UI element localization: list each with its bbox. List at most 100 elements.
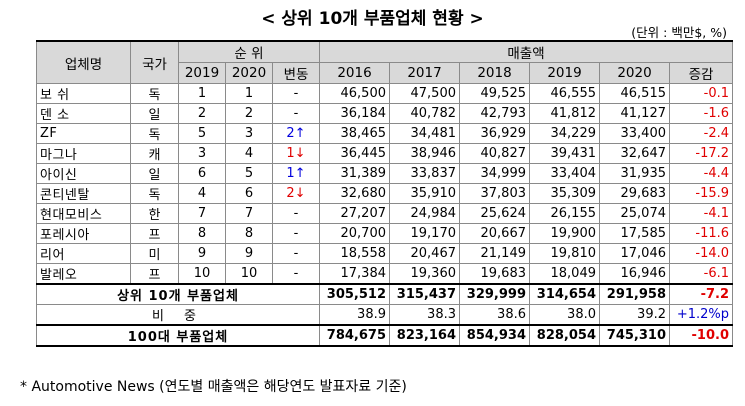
sales-2017-cell: 40,782 bbox=[389, 103, 460, 124]
country-cell: 미 bbox=[130, 243, 179, 264]
top100-sales-2017: 823,164 bbox=[389, 324, 460, 347]
movement-cell: 1↑ bbox=[272, 163, 320, 184]
sales-2016-cell: 31,389 bbox=[319, 163, 390, 184]
company-name-cell: 보 쉬 bbox=[36, 83, 131, 104]
company-name-cell: 포레시아 bbox=[36, 223, 131, 244]
sales-2017-cell: 19,360 bbox=[389, 263, 460, 285]
sales-2017-cell: 38,946 bbox=[389, 143, 460, 164]
table-row: 발레오 프 10 10-17,384 19,360 19,683 18,049 16,946-… bbox=[36, 263, 734, 285]
footnote: * Automotive News (연도별 매출액은 해당연도 발표자료 기준… bbox=[20, 379, 407, 395]
top10-sales-2018: 329,999 bbox=[459, 283, 530, 305]
country-cell: 일 bbox=[130, 163, 179, 184]
sales-2020-cell: 16,946 bbox=[599, 263, 670, 285]
change-cell: -11.6 bbox=[668, 223, 734, 244]
movement-cell: - bbox=[272, 243, 320, 264]
change-cell: -1.6 bbox=[668, 103, 734, 124]
movement-cell: - bbox=[272, 223, 320, 244]
movement-cell: - bbox=[272, 103, 320, 124]
table-row: 덴 소 일 2 2-36,184 40,782 42,793 41,812 41,127 -1.… bbox=[36, 103, 734, 124]
sales-2019-cell: 46,555 bbox=[529, 83, 600, 104]
rank-2020-cell: 7 bbox=[225, 203, 273, 224]
change-cell: -15.9 bbox=[668, 183, 734, 204]
top100-sales-2018: 854,934 bbox=[459, 324, 530, 347]
sales-2020-cell: 17,046 bbox=[599, 243, 670, 264]
top100-sales-2016: 784,675 bbox=[319, 324, 390, 347]
sales-2019-cell: 33,404 bbox=[529, 163, 600, 184]
sales-2018-cell: 37,803 bbox=[459, 183, 530, 204]
header-sales-2018: 2018 bbox=[459, 62, 530, 84]
header-sales-2019: 2019 bbox=[529, 62, 600, 84]
change-cell: -4.1 bbox=[668, 203, 734, 224]
top10-sales-2017: 315,437 bbox=[389, 283, 460, 305]
company-name-cell: ZF bbox=[36, 123, 131, 144]
sales-2018-cell: 34,999 bbox=[459, 163, 530, 184]
rank-2020-cell: 8 bbox=[225, 223, 273, 244]
header-row-1: 업체명 국가 순 위 매출액 bbox=[36, 40, 734, 84]
sales-2017-cell: 35,910 bbox=[389, 183, 460, 204]
sales-2019-cell: 35,309 bbox=[529, 183, 600, 204]
rank-2019-cell: 7 bbox=[178, 203, 226, 224]
sales-2018-cell: 21,149 bbox=[459, 243, 530, 264]
parts-supplier-table: 업체명 국가 순 위 매출액 2019 2020 변동 2016 2017 20… bbox=[36, 40, 734, 347]
weight-2018: 38.6 bbox=[459, 304, 530, 326]
top100-sales-2020: 745,310 bbox=[599, 324, 670, 347]
weight-2017: 38.3 bbox=[389, 304, 460, 326]
rank-2020-cell: 10 bbox=[225, 263, 273, 285]
sales-2020-cell: 17,585 bbox=[599, 223, 670, 244]
summary-body: 상위 10개 부품업체 305,512 315,437 329,999 314,… bbox=[36, 283, 734, 347]
sales-2017-cell: 20,467 bbox=[389, 243, 460, 264]
table-row: 마그나 캐 3 4 1↓ 36,445 38,946 40,827 39,431 32,647 -1… bbox=[36, 143, 734, 164]
weight-change: +1.2%p bbox=[668, 304, 734, 326]
country-cell: 독 bbox=[130, 123, 179, 144]
rank-2020-cell: 9 bbox=[225, 243, 273, 264]
table-row: 보 쉬 독 1 1-46,500 47,500 49,525 46,555 46,515 -0.… bbox=[36, 83, 734, 104]
sales-2017-cell: 47,500 bbox=[389, 83, 460, 104]
rank-2020-cell: 3 bbox=[225, 123, 273, 144]
table-body: 보 쉬 독 1 1-46,500 47,500 49,525 46,555 46,515 -0.… bbox=[36, 83, 734, 285]
country-cell: 캐 bbox=[130, 143, 179, 164]
sales-2016-cell: 36,184 bbox=[319, 103, 390, 124]
sales-2016-cell: 27,207 bbox=[319, 203, 390, 224]
sales-2019-cell: 19,900 bbox=[529, 223, 600, 244]
sales-2019-cell: 26,155 bbox=[529, 203, 600, 224]
sales-2017-cell: 33,837 bbox=[389, 163, 460, 184]
change-cell: -2.4 bbox=[668, 123, 734, 144]
sales-2017-cell: 34,481 bbox=[389, 123, 460, 144]
company-name-cell: 마그나 bbox=[36, 143, 131, 164]
sales-2020-cell: 32,647 bbox=[599, 143, 670, 164]
movement-cell: 2↓ bbox=[272, 183, 320, 204]
sales-2018-cell: 42,793 bbox=[459, 103, 530, 124]
header-sales-2016: 2016 bbox=[319, 62, 390, 84]
header-movement: 변동 bbox=[272, 62, 320, 84]
top10-change: -7.2 bbox=[668, 283, 734, 305]
header-rank: 순 위 bbox=[178, 40, 320, 63]
movement-cell: - bbox=[272, 203, 320, 224]
top10-sales-2019: 314,654 bbox=[529, 283, 600, 305]
rank-2019-cell: 4 bbox=[178, 183, 226, 204]
table-title: < 상위 10개 부품업체 현황 > bbox=[261, 9, 484, 29]
sales-2017-cell: 24,984 bbox=[389, 203, 460, 224]
top100-change: -10.0 bbox=[668, 324, 734, 347]
sales-2018-cell: 40,827 bbox=[459, 143, 530, 164]
movement-cell: 1↓ bbox=[272, 143, 320, 164]
rank-2020-cell: 6 bbox=[225, 183, 273, 204]
rank-2019-cell: 1 bbox=[178, 83, 226, 104]
country-cell: 한 bbox=[130, 203, 179, 224]
sales-2018-cell: 20,667 bbox=[459, 223, 530, 244]
sales-2020-cell: 31,935 bbox=[599, 163, 670, 184]
rank-2020-cell: 4 bbox=[225, 143, 273, 164]
header-row-2: 2019 2020 변동 2016 2017 2018 2019 2020 증감 bbox=[37, 62, 734, 84]
country-cell: 프 bbox=[130, 223, 179, 244]
rank-2019-cell: 9 bbox=[178, 243, 226, 264]
unit-label: (단위 : 백만$, %) bbox=[631, 25, 727, 40]
table-row: ZF 독 5 3 2↑ 38,465 34,481 36,929 34,229 33,400 -2.… bbox=[36, 123, 734, 144]
rank-2019-cell: 10 bbox=[178, 263, 226, 285]
sales-2019-cell: 39,431 bbox=[529, 143, 600, 164]
table-row: 아이신 일 6 5 1↑ 31,389 33,837 34,999 33,404 31,935 -4… bbox=[36, 163, 734, 184]
change-cell: -0.1 bbox=[668, 83, 734, 104]
rank-2020-cell: 2 bbox=[225, 103, 273, 124]
movement-cell: - bbox=[272, 83, 320, 104]
header-rank-2020: 2020 bbox=[225, 62, 273, 84]
rank-2019-cell: 6 bbox=[178, 163, 226, 184]
sales-2016-cell: 17,384 bbox=[319, 263, 390, 285]
